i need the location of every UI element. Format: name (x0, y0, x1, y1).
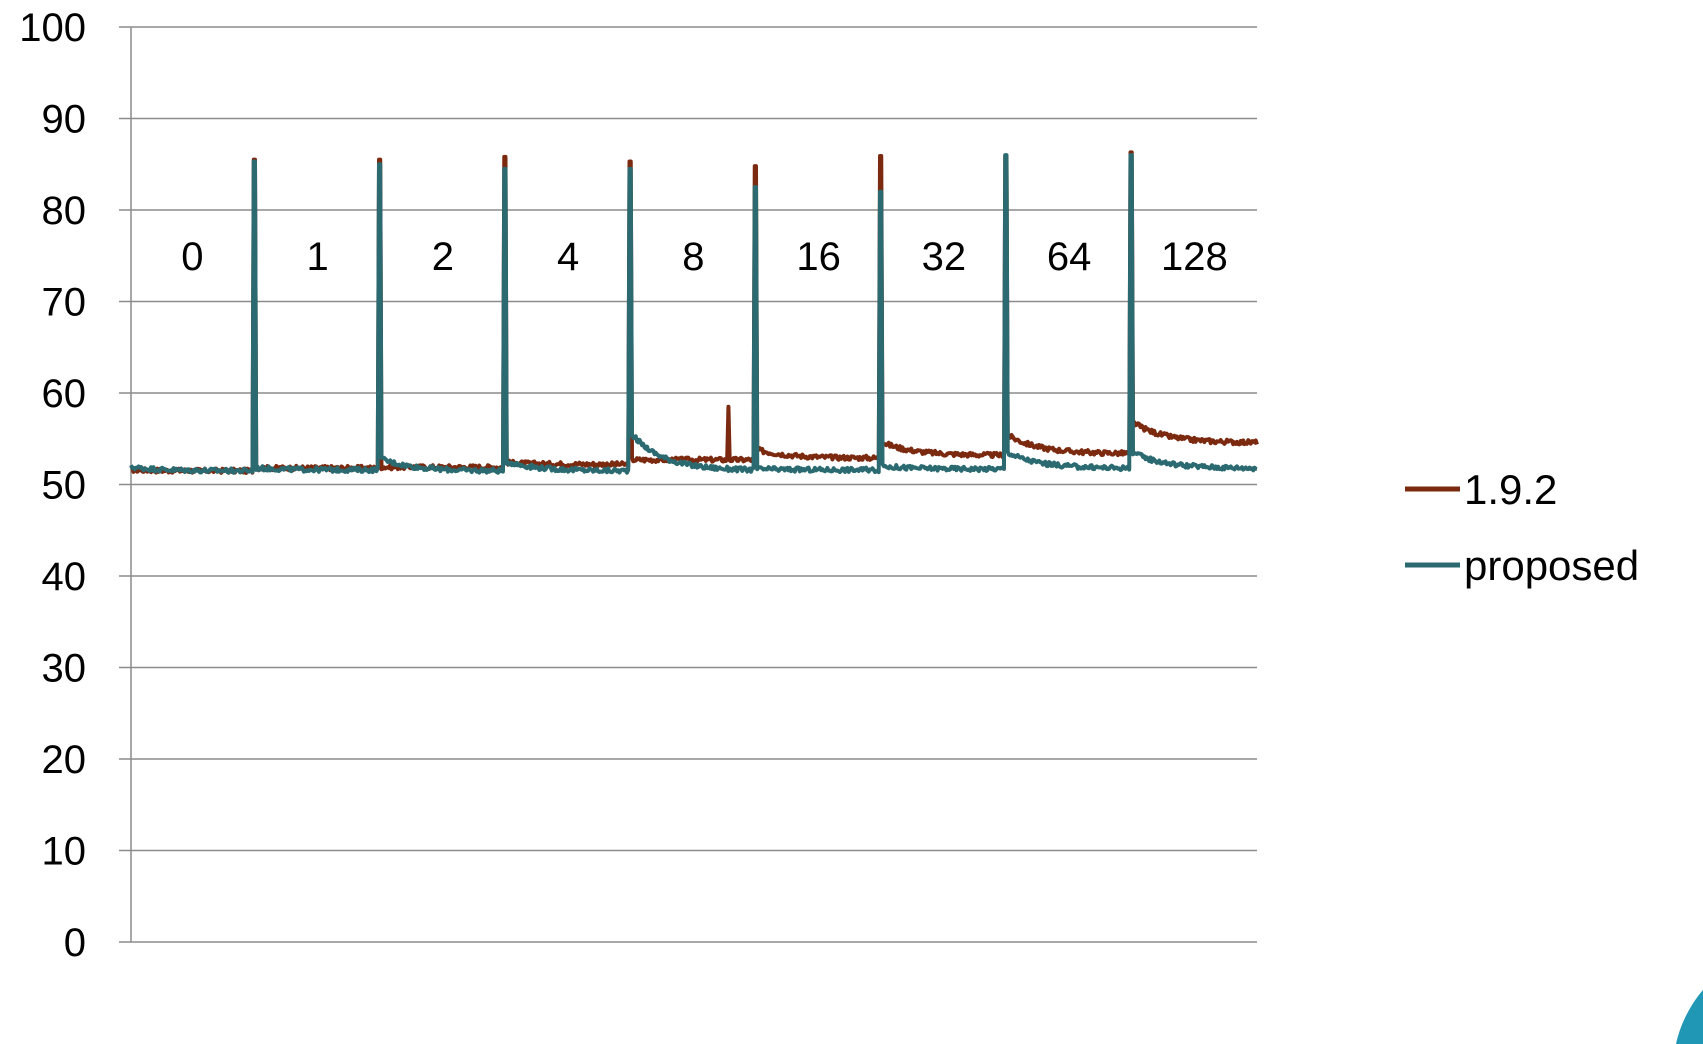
y-tick-label: 60 (42, 372, 87, 416)
y-tick-label: 30 (42, 647, 87, 691)
y-tick-label: 80 (42, 189, 87, 233)
segment-label: 128 (1161, 235, 1228, 279)
y-tick-label: 40 (42, 555, 87, 599)
gridlines (119, 26, 1257, 943)
legend-label: 1.9.2 (1464, 466, 1557, 513)
segment-label: 0 (181, 235, 203, 279)
series-line-1-9-2 (130, 150, 1259, 475)
y-tick-label: 90 (42, 98, 87, 142)
y-tick-label: 10 (42, 830, 87, 874)
segment-label: 64 (1047, 235, 1092, 279)
y-tick-label: 100 (19, 6, 86, 50)
segment-label: 8 (682, 235, 704, 279)
segment-label: 4 (557, 235, 579, 279)
series-line-proposed (129, 153, 1258, 475)
segment-labels: 0 1 2 4 8 16 32 64 128 (181, 235, 1228, 279)
corner-swoosh-decoration (1676, 990, 1703, 1044)
segment-label: 16 (796, 235, 841, 279)
legend-label: proposed (1464, 542, 1639, 589)
y-tick-label: 50 (42, 464, 87, 508)
series-lines (129, 150, 1259, 475)
y-axis-tick-labels: 0 10 20 30 40 50 60 70 80 90 100 (19, 6, 86, 965)
legend-entry: 1.9.2 (1405, 466, 1557, 513)
segment-label: 1 (306, 235, 328, 279)
y-tick-label: 0 (64, 921, 86, 965)
segment-label: 2 (432, 235, 454, 279)
legend-entry: proposed (1405, 542, 1639, 589)
segment-label: 32 (922, 235, 967, 279)
legend: 1.9.2 proposed (1405, 466, 1639, 589)
y-tick-label: 20 (42, 738, 87, 782)
y-tick-label: 70 (42, 281, 87, 325)
